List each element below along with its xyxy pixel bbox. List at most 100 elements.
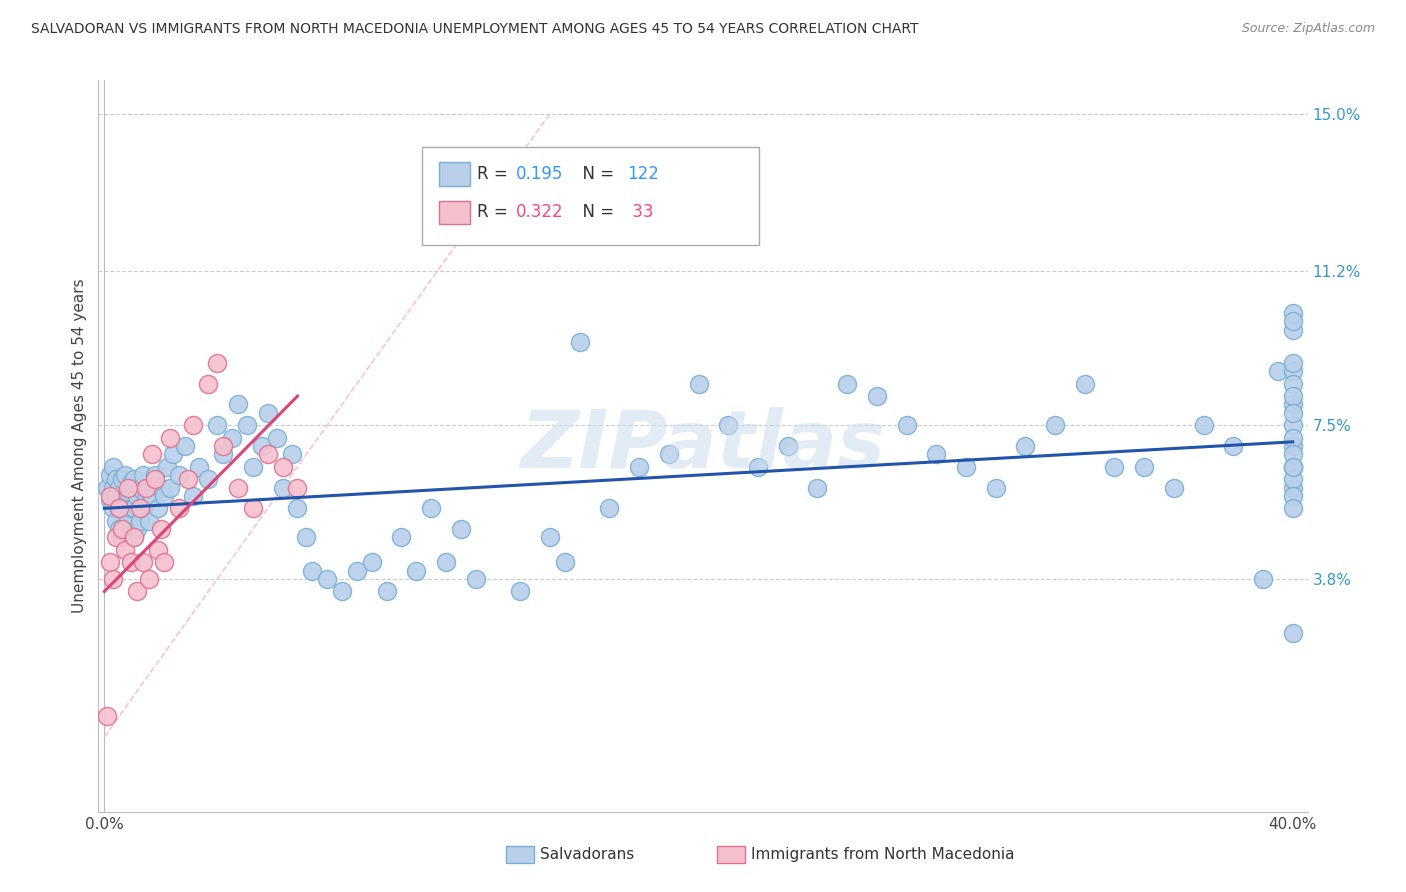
- Point: [103, 481, 125, 495]
- Text: Salvadorans: Salvadorans: [540, 847, 634, 862]
- Point: [1281, 481, 1303, 495]
- Point: [896, 418, 918, 433]
- Point: [1281, 459, 1303, 474]
- Point: [628, 459, 651, 474]
- Point: [1133, 459, 1156, 474]
- Point: [96, 709, 118, 723]
- Point: [1281, 447, 1303, 461]
- Point: [146, 542, 169, 557]
- Point: [156, 459, 179, 474]
- Point: [167, 501, 190, 516]
- Text: Source: ZipAtlas.com: Source: ZipAtlas.com: [1241, 22, 1375, 36]
- Point: [806, 481, 828, 495]
- Point: [717, 418, 740, 433]
- Point: [984, 481, 1007, 495]
- Point: [1222, 439, 1244, 453]
- Point: [464, 572, 486, 586]
- Point: [287, 481, 309, 495]
- Point: [301, 564, 323, 578]
- Point: [143, 472, 166, 486]
- Point: [98, 555, 121, 569]
- Point: [111, 501, 134, 516]
- Point: [122, 501, 145, 516]
- Point: [242, 501, 264, 516]
- Point: [295, 530, 318, 544]
- Point: [122, 530, 145, 544]
- Point: [120, 476, 142, 491]
- Point: [287, 501, 309, 516]
- Point: [132, 555, 155, 569]
- Point: [98, 489, 121, 503]
- Point: [658, 447, 681, 461]
- Point: [236, 418, 259, 433]
- Point: [1281, 356, 1303, 370]
- Point: [776, 439, 799, 453]
- Point: [135, 481, 157, 495]
- Point: [105, 472, 128, 486]
- Point: [688, 376, 710, 391]
- Point: [450, 522, 472, 536]
- Point: [1014, 439, 1036, 453]
- Point: [1281, 439, 1303, 453]
- Point: [1281, 459, 1303, 474]
- Point: [1281, 397, 1303, 411]
- Point: [1281, 418, 1303, 433]
- Point: [1281, 626, 1303, 640]
- Text: 0.195: 0.195: [516, 165, 564, 183]
- Point: [108, 481, 131, 495]
- Point: [132, 501, 155, 516]
- Point: [568, 335, 591, 350]
- Point: [105, 489, 128, 503]
- Point: [1281, 431, 1303, 445]
- Point: [149, 481, 172, 495]
- Point: [125, 489, 148, 503]
- Point: [256, 447, 278, 461]
- Point: [1043, 418, 1066, 433]
- Point: [141, 447, 163, 461]
- Point: [138, 572, 160, 586]
- Point: [183, 489, 205, 503]
- Point: [103, 572, 125, 586]
- Point: [1281, 364, 1303, 378]
- Point: [1281, 314, 1303, 328]
- Point: [250, 439, 273, 453]
- Point: [866, 389, 889, 403]
- Y-axis label: Unemployment Among Ages 45 to 54 years: Unemployment Among Ages 45 to 54 years: [72, 278, 87, 614]
- Text: N =: N =: [572, 165, 620, 183]
- Point: [420, 501, 443, 516]
- Point: [167, 468, 190, 483]
- Point: [509, 584, 531, 599]
- Text: R =: R =: [477, 165, 513, 183]
- Point: [1281, 306, 1303, 320]
- Point: [266, 431, 288, 445]
- Point: [138, 514, 160, 528]
- Point: [129, 481, 152, 495]
- Point: [360, 555, 382, 569]
- Point: [835, 376, 858, 391]
- Point: [120, 501, 142, 516]
- Point: [114, 522, 136, 536]
- Point: [1281, 389, 1303, 403]
- Text: 0.322: 0.322: [516, 203, 564, 221]
- Point: [1281, 489, 1303, 503]
- Point: [1281, 501, 1303, 516]
- Point: [1267, 364, 1289, 378]
- Point: [925, 447, 948, 461]
- Point: [143, 468, 166, 483]
- Point: [271, 459, 294, 474]
- Point: [183, 418, 205, 433]
- Point: [98, 493, 121, 508]
- Point: [105, 514, 128, 528]
- Point: [212, 447, 235, 461]
- Text: SALVADORAN VS IMMIGRANTS FROM NORTH MACEDONIA UNEMPLOYMENT AMONG AGES 45 TO 54 Y: SALVADORAN VS IMMIGRANTS FROM NORTH MACE…: [31, 22, 918, 37]
- Point: [1281, 472, 1303, 486]
- Point: [122, 530, 145, 544]
- Point: [330, 584, 353, 599]
- Point: [375, 584, 398, 599]
- Point: [226, 481, 249, 495]
- Point: [135, 493, 157, 508]
- Point: [1281, 406, 1303, 420]
- Point: [271, 481, 294, 495]
- Point: [122, 472, 145, 486]
- Point: [120, 555, 142, 569]
